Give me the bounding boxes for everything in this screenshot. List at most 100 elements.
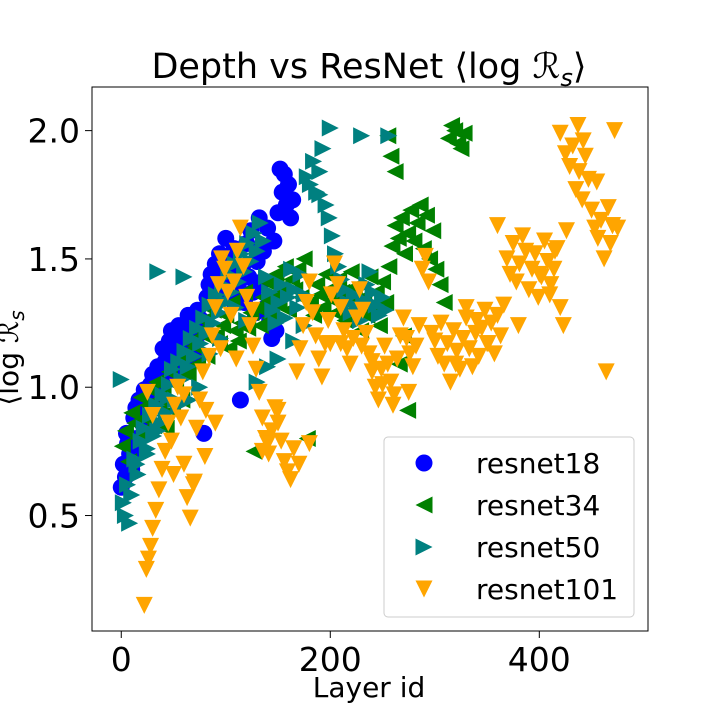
data-point xyxy=(504,235,522,253)
data-point xyxy=(153,460,171,478)
data-point xyxy=(380,258,398,276)
data-point xyxy=(424,222,442,240)
data-point xyxy=(417,206,435,224)
data-point xyxy=(295,250,313,268)
data-point xyxy=(308,276,326,294)
data-point xyxy=(229,332,247,350)
data-point xyxy=(291,340,309,358)
x-axis-title: Layer id xyxy=(313,671,426,704)
data-point xyxy=(305,152,323,170)
data-point xyxy=(530,265,548,283)
y-axis: 0.5 1.0 1.5 2.0 xyxy=(28,112,92,536)
data-point xyxy=(551,299,569,317)
data-point xyxy=(188,419,206,437)
data-point xyxy=(226,255,244,273)
data-point xyxy=(314,299,332,317)
data-point xyxy=(116,422,134,440)
data-point xyxy=(172,409,190,427)
data-point xyxy=(404,358,422,376)
data-point xyxy=(435,294,453,312)
data-point xyxy=(463,358,481,376)
data-point xyxy=(492,327,510,345)
series-resnet101 xyxy=(135,116,627,614)
data-point xyxy=(445,322,463,340)
axes-frame xyxy=(91,86,649,632)
data-point xyxy=(576,147,594,165)
data-point xyxy=(250,383,268,401)
data-point xyxy=(392,209,410,227)
data-point xyxy=(269,414,287,432)
data-point xyxy=(181,509,199,527)
data-point xyxy=(209,276,227,294)
legend-label-resnet18: resnet18 xyxy=(476,447,600,480)
data-point xyxy=(311,163,329,181)
data-point xyxy=(258,268,276,286)
data-point xyxy=(264,301,282,319)
data-point xyxy=(421,250,439,268)
data-point xyxy=(342,263,360,281)
x-axis: 0 200 400 xyxy=(111,631,571,679)
data-point xyxy=(536,232,554,250)
legend-marker-resnet18 xyxy=(415,454,433,472)
data-point xyxy=(386,163,404,181)
data-point xyxy=(573,191,591,209)
y-tick-label: 1.0 xyxy=(28,368,80,407)
data-point xyxy=(523,260,541,278)
data-point xyxy=(317,196,335,214)
data-point xyxy=(185,473,203,491)
data-point xyxy=(383,237,401,255)
data-point xyxy=(589,229,607,247)
data-point xyxy=(279,288,297,306)
data-point xyxy=(399,401,417,419)
data-point xyxy=(452,140,470,158)
data-point xyxy=(561,158,579,176)
data-point xyxy=(179,358,197,376)
data-point xyxy=(495,296,513,314)
data-point xyxy=(460,340,478,358)
plot-marks xyxy=(112,116,627,614)
data-point xyxy=(112,371,130,389)
data-point xyxy=(289,299,307,317)
data-point xyxy=(301,176,319,194)
data-point xyxy=(159,414,177,432)
data-point xyxy=(282,209,300,227)
data-point xyxy=(276,309,294,327)
data-point xyxy=(332,335,350,353)
data-point xyxy=(509,317,527,335)
chart-title: Depth vs ResNet ⟨log ℛs⟩ xyxy=(151,47,586,92)
data-point xyxy=(292,265,310,283)
data-point xyxy=(149,422,167,440)
data-point xyxy=(216,260,234,278)
data-point xyxy=(175,455,193,473)
data-point xyxy=(178,489,196,507)
data-point xyxy=(189,319,207,337)
data-point xyxy=(597,363,615,381)
data-point xyxy=(435,355,453,373)
data-point xyxy=(212,340,230,358)
data-point xyxy=(489,306,507,324)
legend-label-resnet101: resnet101 xyxy=(476,573,618,606)
data-point xyxy=(253,409,271,427)
data-point xyxy=(325,255,343,273)
data-point xyxy=(332,299,350,317)
data-point xyxy=(160,376,178,394)
data-point xyxy=(321,119,339,137)
data-point xyxy=(427,260,445,278)
data-point xyxy=(574,132,592,150)
data-point xyxy=(606,122,624,140)
data-point xyxy=(283,260,301,278)
data-point xyxy=(175,268,193,286)
data-point xyxy=(129,465,147,483)
data-point xyxy=(416,247,434,265)
data-point xyxy=(447,355,465,373)
data-point xyxy=(485,345,503,363)
data-point xyxy=(390,355,408,373)
data-point xyxy=(323,227,341,245)
data-point xyxy=(363,363,381,381)
data-point xyxy=(335,322,353,340)
data-point xyxy=(192,335,210,353)
data-point xyxy=(179,365,197,383)
data-point xyxy=(142,537,160,555)
data-point xyxy=(135,419,153,437)
